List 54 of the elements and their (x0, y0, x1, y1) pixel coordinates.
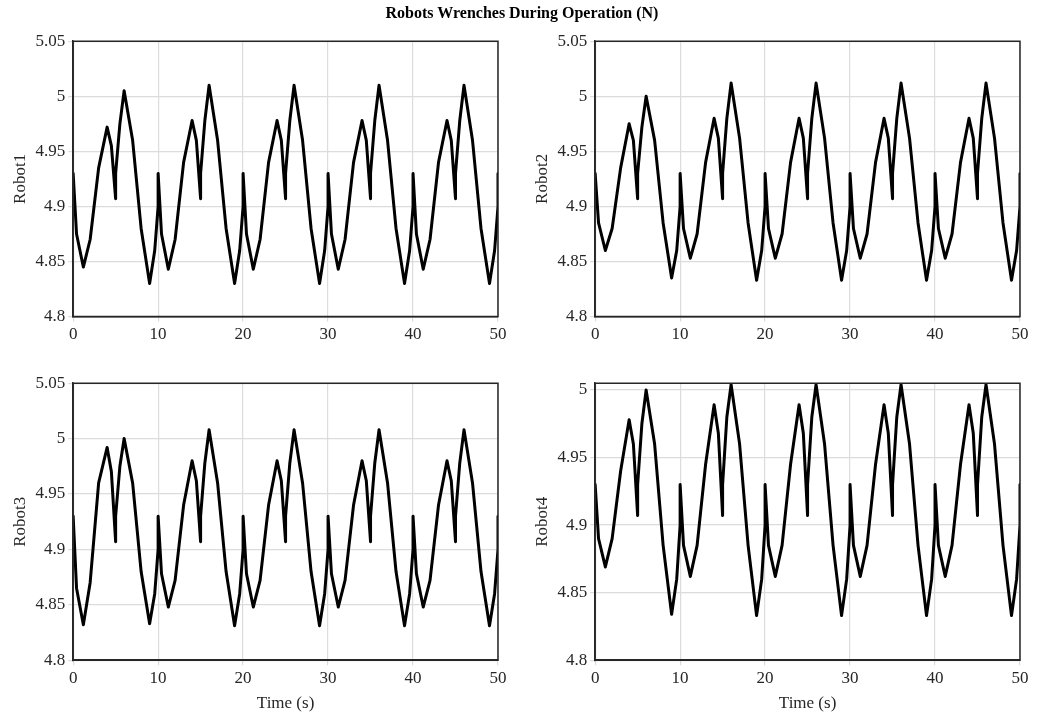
x-tick-label: 30 (319, 324, 337, 344)
y-axis-title: Robot3 (9, 496, 29, 547)
x-tick-label: 40 (404, 667, 422, 687)
y-tick-label: 5.05 (35, 30, 66, 50)
y-tick-label: 5 (56, 85, 66, 105)
x-tick-label: 20 (234, 667, 252, 687)
x-axis-title: Time (s) (778, 693, 837, 713)
x-tick-label: 30 (841, 667, 859, 687)
y-tick-label: 4.85 (35, 250, 66, 270)
x-tick-label: 30 (841, 324, 859, 344)
y-tick-label: 4.8 (43, 649, 66, 669)
x-axis-title: Time (s) (256, 693, 315, 713)
y-tick-label: 4.95 (557, 446, 588, 466)
x-tick-label: 20 (234, 324, 252, 344)
y-tick-label: 5.05 (557, 30, 588, 50)
y-tick-label: 4.85 (35, 594, 66, 614)
y-tick-label: 4.85 (557, 250, 588, 270)
y-tick-label: 4.9 (565, 195, 588, 215)
y-tick-label: 5 (56, 428, 66, 448)
y-tick-label: 4.8 (565, 306, 588, 326)
x-tick-label: 10 (149, 324, 167, 344)
y-axis-title: Robot1 (9, 153, 29, 204)
x-tick-label: 50 (1011, 667, 1029, 687)
y-tick-label: 4.9 (565, 514, 588, 534)
y-tick-label: 4.95 (35, 483, 66, 503)
y-tick-label: 4.8 (43, 306, 66, 326)
x-tick-label: 50 (489, 667, 507, 687)
x-tick-label: 50 (1011, 324, 1029, 344)
x-tick-label: 30 (319, 667, 337, 687)
y-tick-label: 4.85 (557, 582, 588, 602)
x-tick-label: 10 (671, 324, 689, 344)
y-tick-label: 4.95 (35, 140, 66, 160)
x-tick-label: 0 (68, 667, 78, 687)
x-tick-label: 20 (756, 667, 774, 687)
y-tick-label: 5 (578, 85, 588, 105)
x-tick-label: 10 (671, 667, 689, 687)
x-tick-label: 40 (926, 324, 944, 344)
x-tick-label: 40 (404, 324, 422, 344)
x-tick-label: 10 (149, 667, 167, 687)
x-tick-label: 0 (590, 667, 600, 687)
y-tick-label: 4.9 (43, 195, 66, 215)
chart-title: Robots Wrenches During Operation (N) (384, 4, 660, 22)
x-tick-label: 50 (489, 324, 507, 344)
y-tick-label: 4.95 (557, 140, 588, 160)
x-tick-label: 0 (590, 324, 600, 344)
x-tick-label: 0 (68, 324, 78, 344)
y-tick-label: 5 (578, 379, 588, 399)
y-tick-label: 4.8 (565, 649, 588, 669)
y-axis-title: Robot4 (531, 496, 551, 547)
y-tick-label: 5.05 (35, 372, 66, 392)
x-tick-label: 20 (756, 324, 774, 344)
y-axis-title: Robot2 (531, 153, 551, 204)
x-tick-label: 40 (926, 667, 944, 687)
y-tick-label: 4.9 (43, 538, 66, 558)
